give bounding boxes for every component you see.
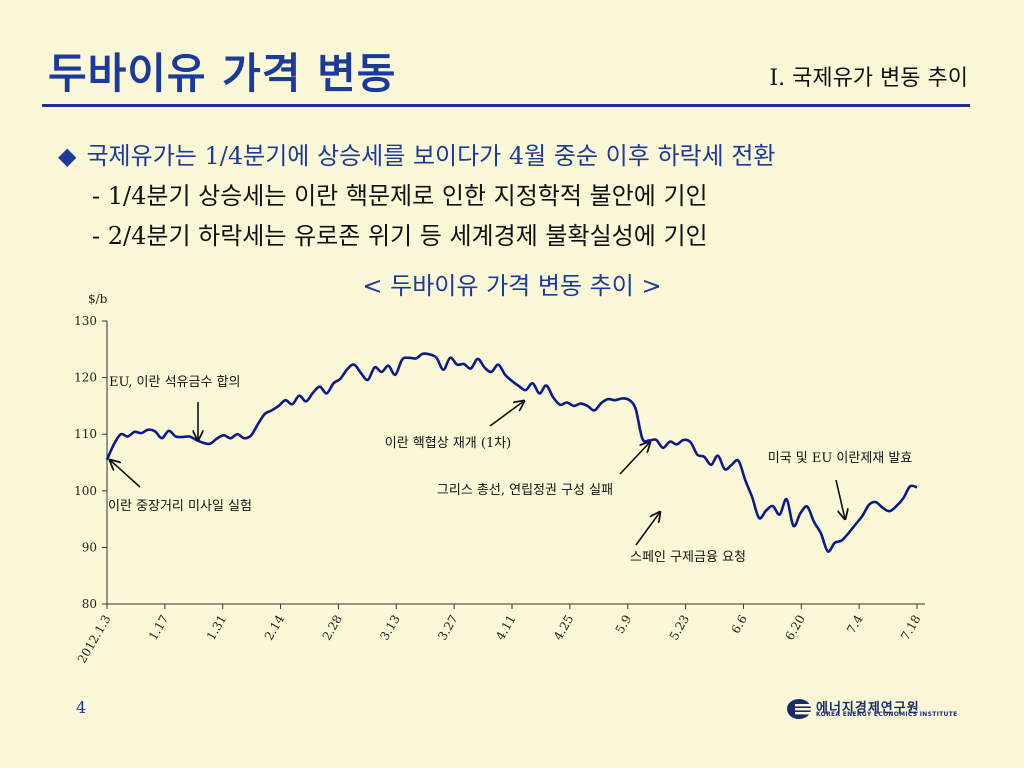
annotation-label: 미국 및 EU 이란제재 발효 — [768, 451, 913, 466]
title-divider — [42, 104, 970, 107]
annotation-arrow — [619, 442, 650, 475]
y-tick-label: 130 — [74, 314, 97, 328]
y-tick-label: 100 — [74, 484, 97, 498]
x-tick-label: 7.18 — [898, 613, 923, 643]
x-tick-label: 7.4 — [844, 612, 866, 636]
x-tick-label: 4.11 — [493, 613, 518, 643]
x-tick-label: 5.23 — [667, 613, 692, 643]
x-tick-label: 6.6 — [728, 613, 750, 637]
institute-logo: 에너지경제연구원 KOREA ENERGY ECONOMICS INSTITUT… — [786, 698, 972, 720]
main-bullet: ◆ 국제유가는 1/4분기에 상승세를 보이다가 4월 중순 이후 하락세 전환 — [58, 136, 775, 171]
y-axis-unit-label: $/b — [88, 292, 108, 306]
x-tick-label: 1.31 — [204, 613, 229, 643]
annotation-label: 그리스 총선, 연립정권 구성 실패 — [437, 483, 613, 498]
annotation-label: 스페인 구제금융 요청 — [630, 550, 746, 565]
x-tick-label: 2012.1.3 — [75, 613, 114, 666]
page-number: 4 — [76, 698, 87, 717]
x-tick-label: 2.14 — [262, 612, 288, 642]
chart-title: < 두바이유 가격 변동 추이 > — [362, 272, 662, 300]
y-tick-label: 80 — [82, 597, 97, 611]
y-tick-label: 90 — [82, 540, 97, 554]
x-tick-label: 1.17 — [146, 613, 171, 643]
x-tick-label: 3.27 — [435, 613, 460, 643]
price-series-line — [105, 352, 918, 553]
annotation-arrow — [635, 512, 660, 546]
annotation-arrow — [835, 479, 845, 519]
annotation-label: EU, 이란 석유금수 합의 — [109, 375, 240, 390]
logo-korean-text: 에너지경제연구원 — [816, 701, 920, 716]
y-tick-label: 120 — [74, 371, 97, 385]
y-tick-label: 110 — [74, 427, 97, 441]
annotation-label: 이란 핵협상 재개 (1차) — [385, 436, 512, 451]
x-tick-label: 4.25 — [551, 613, 576, 643]
section-label: I. 국제유가 변동 추이 — [769, 66, 968, 91]
x-tick-label: 2.28 — [320, 613, 345, 643]
institute-emblem-icon — [787, 699, 811, 719]
x-tick-label: 3.13 — [377, 613, 402, 643]
logo-english-text: KOREA ENERGY ECONOMICS INSTITUTE — [816, 711, 958, 718]
sub-bullet-2: - 2/4분기 하락세는 유로존 위기 등 세계경제 불확실성에 기인 — [92, 222, 708, 250]
x-tick-label: 5.9 — [613, 613, 635, 637]
annotation-arrow — [489, 401, 524, 427]
annotation-arrow — [110, 460, 141, 488]
x-tick-label: 6.20 — [782, 613, 807, 643]
main-bullet-text: 국제유가는 1/4분기에 상승세를 보이다가 4월 중순 이후 하락세 전환 — [86, 142, 776, 170]
slide-title: 두바이유 가격 변동 — [48, 49, 397, 98]
diamond-bullet-icon: ◆ — [58, 142, 77, 170]
sub-bullet-1: - 1/4분기 상승세는 이란 핵문제로 인한 지정학적 불안에 기인 — [92, 182, 708, 210]
annotation-label: 이란 중장거리 미사일 실험 — [108, 499, 252, 514]
